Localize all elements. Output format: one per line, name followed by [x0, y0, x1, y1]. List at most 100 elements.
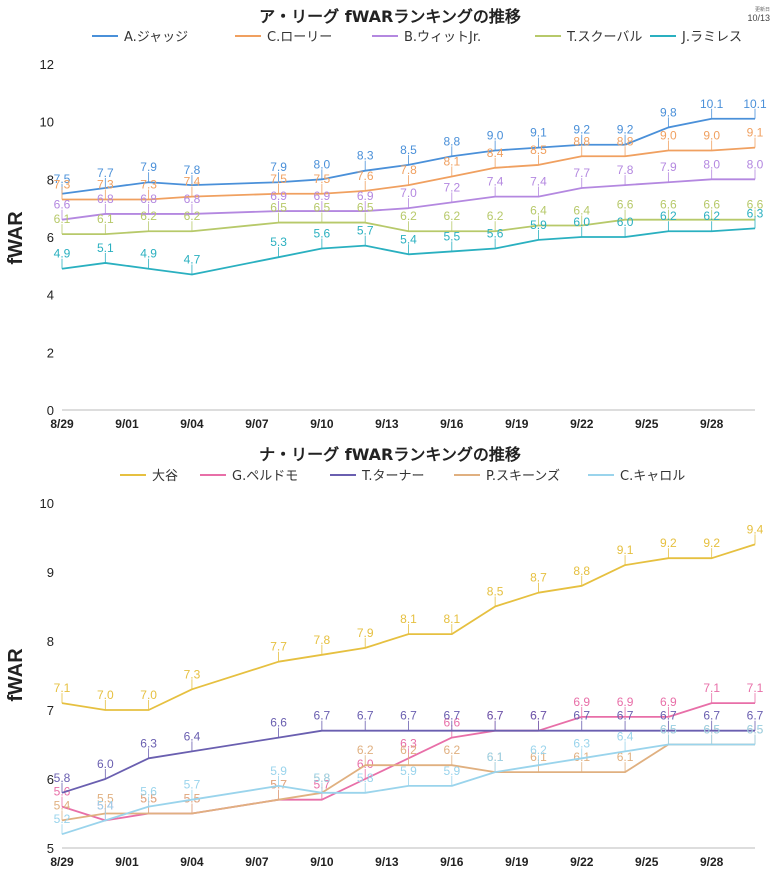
series-line [61, 227, 756, 276]
data-label: 8.8 [617, 134, 634, 148]
y-tick-label: 12 [40, 57, 54, 72]
data-label: 6.2 [443, 209, 460, 223]
data-label: 8.8 [443, 134, 460, 148]
data-label: 6.6 [703, 198, 720, 212]
data-label: 6.2 [140, 209, 157, 223]
data-label: 7.1 [703, 681, 720, 695]
data-label: 7.9 [660, 160, 677, 174]
y-tick-label: 6 [47, 772, 54, 787]
data-label: 5.8 [314, 771, 331, 785]
update-label: 更新日 [755, 6, 770, 13]
data-label: 8.0 [314, 157, 331, 171]
y-tick-label: 8 [47, 634, 54, 649]
data-label: 8.3 [357, 149, 374, 163]
series-3: 6.6 6.8 6.8 6.8 6.9 6.9 6.9 7.0 7.2 7.4 7.47.7 7.8 7… [54, 157, 764, 221]
y-axis-label: fWAR [5, 648, 27, 702]
data-label: 6.1 [617, 750, 634, 764]
data-label: 5.5 [97, 792, 114, 806]
data-label: 6.7 [443, 709, 460, 723]
data-label: 6.0 [617, 215, 634, 229]
series-1: 7.1 7.0 7.0 7.3 7.7 7.8 7.9 8.1 8.1 8.5 8.7 8.8 9.1 9… [54, 522, 764, 711]
data-label: 8.0 [747, 157, 764, 171]
series-line [61, 729, 755, 794]
x-tick-label: 9/07 [245, 417, 269, 431]
data-label: 6.3 [573, 736, 590, 750]
x-tick-label: 9/16 [440, 417, 464, 431]
data-label: 7.7 [270, 640, 287, 654]
legend-entry: B.ウィットJr. [404, 30, 481, 45]
data-label: 6.2 [357, 743, 374, 757]
data-label: 8.5 [400, 143, 417, 157]
data-label: 5.4 [54, 798, 71, 812]
x-tick-label: 9/10 [310, 855, 334, 869]
data-label: 7.5 [270, 172, 287, 186]
data-label: 8.5 [487, 585, 504, 599]
data-label: 6.9 [357, 189, 374, 203]
series-line [61, 743, 755, 836]
data-label: 9.0 [660, 129, 677, 143]
data-label: 5.6 [487, 227, 504, 241]
data-label: 6.3 [140, 736, 157, 750]
data-label: 6.9 [660, 695, 677, 709]
data-label: 6.2 [400, 209, 417, 223]
data-label: 6.7 [487, 709, 504, 723]
chart-1: ア・リーグ fWARランキングの推移 A.ジャッジ C.ローリー B.ウィットJr. T… [5, 7, 767, 431]
data-label: 6.2 [487, 209, 504, 223]
data-label: 6.9 [573, 695, 590, 709]
x-tick-label: 9/01 [115, 855, 139, 869]
series-line [62, 146, 756, 201]
data-label: 5.9 [270, 764, 287, 778]
data-label: 6.2 [400, 743, 417, 757]
data-label: 7.0 [97, 688, 114, 702]
data-label: 5.8 [357, 771, 374, 785]
data-label: 5.8 [54, 771, 71, 785]
data-label: 9.0 [487, 129, 504, 143]
data-label: 6.6 [54, 198, 71, 212]
data-label: 9.1 [530, 126, 547, 140]
data-label: 6.4 [573, 203, 590, 217]
legend-entry: 大谷 [152, 469, 178, 484]
y-tick-label: 2 [47, 345, 54, 360]
data-label: 6.3 [400, 736, 417, 750]
series-line [61, 543, 756, 711]
data-label: 6.7 [747, 709, 764, 723]
x-tick-label: 9/13 [375, 855, 399, 869]
x-tick-label: 9/25 [635, 855, 659, 869]
data-label: 4.9 [140, 247, 157, 261]
data-label: 8.8 [573, 134, 590, 148]
data-label: 7.5 [54, 172, 71, 186]
data-label: 6.7 [530, 709, 547, 723]
series-5: 4.9 5.1 4.9 4.75.35.6 5.75.4 5.5 5.65.9 6.0 6.0 6… [54, 206, 764, 276]
y-tick-label: 8 [47, 172, 54, 187]
data-label: 7.8 [184, 163, 201, 177]
x-tick-label: 9/28 [700, 855, 724, 869]
data-label: 6.5 [660, 723, 677, 737]
data-label: 7.9 [357, 626, 374, 640]
y-tick-label: 10 [40, 115, 54, 130]
data-label: 4.7 [184, 252, 201, 266]
x-tick-label: 9/04 [180, 417, 204, 431]
data-label: 6.1 [487, 750, 504, 764]
data-label: 6.0 [97, 757, 114, 771]
data-label: 7.8 [617, 163, 634, 177]
data-label: 9.1 [617, 543, 634, 557]
y-tick-label: 0 [47, 403, 54, 418]
data-label: 7.5 [314, 172, 331, 186]
x-tick-label: 9/01 [115, 417, 139, 431]
data-label: 6.1 [97, 212, 114, 226]
data-label: 7.1 [747, 681, 764, 695]
x-tick-label: 8/29 [50, 417, 74, 431]
x-tick-label: 9/04 [180, 855, 204, 869]
data-label: 7.9 [270, 160, 287, 174]
data-label: 5.9 [443, 764, 460, 778]
data-label: 7.0 [140, 688, 157, 702]
data-label: 7.4 [184, 175, 201, 189]
data-label: 6.0 [573, 215, 590, 229]
data-label: 9.1 [747, 126, 764, 140]
data-label: 7.3 [54, 178, 71, 192]
data-label: 6.6 [747, 198, 764, 212]
data-label: 6.7 [617, 709, 634, 723]
x-tick-label: 9/19 [505, 417, 529, 431]
data-label: 6.4 [530, 203, 547, 217]
